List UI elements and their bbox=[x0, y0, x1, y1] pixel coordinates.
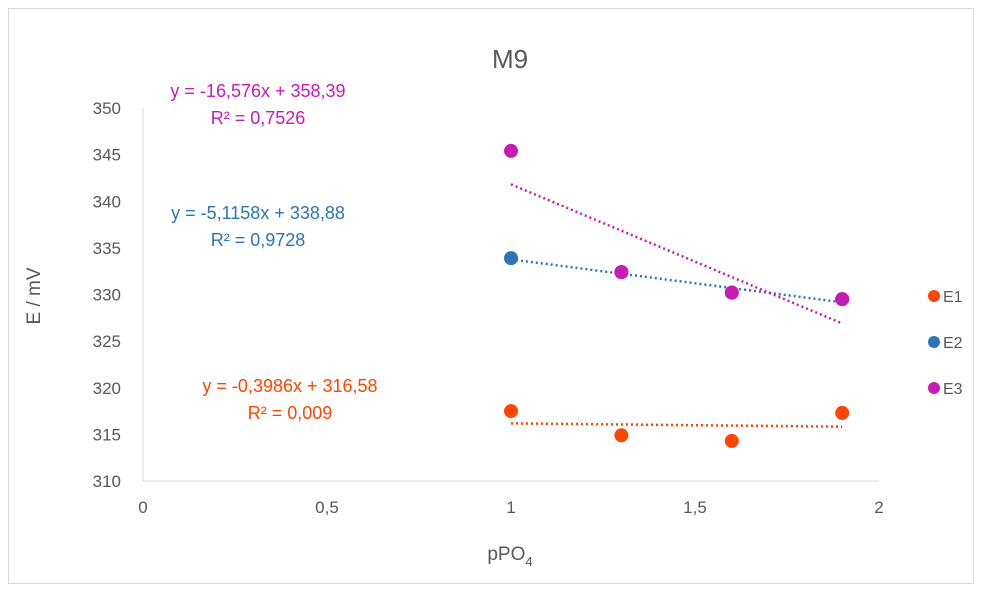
x-axis-title-subscript: 4 bbox=[525, 554, 532, 569]
trendline-e3 bbox=[510, 183, 843, 325]
y-tick-label: 340 bbox=[93, 192, 121, 211]
data-point-e3 bbox=[614, 265, 629, 280]
legend-marker-e2 bbox=[928, 336, 940, 348]
data-point-e1 bbox=[835, 405, 850, 420]
data-point-e3 bbox=[504, 143, 518, 158]
trendline-r2-e3: R² = 0,7526 bbox=[211, 108, 306, 128]
y-axis-ticks: 310 315 320 325 330 335 340 345 350 bbox=[93, 99, 121, 491]
trendline-r2-e2: R² = 0,9728 bbox=[211, 230, 306, 250]
y-tick-label: 310 bbox=[93, 472, 121, 491]
legend-label-e2: E2 bbox=[943, 335, 963, 352]
y-tick-label: 315 bbox=[93, 425, 121, 444]
x-tick-label: 2 bbox=[874, 498, 883, 517]
trendline-equation-e2: y = -5,1158x + 338,88 bbox=[171, 203, 345, 223]
trendline-r2-e1: R² = 0,009 bbox=[248, 403, 333, 423]
x-tick-label: 1 bbox=[506, 498, 515, 517]
x-tick-label: 0,5 bbox=[315, 498, 339, 517]
y-tick-label: 345 bbox=[93, 146, 121, 165]
y-tick-label: 320 bbox=[93, 379, 121, 398]
chart-title: M9 bbox=[492, 44, 528, 74]
chart-area bbox=[8, 8, 974, 584]
y-tick-label: 330 bbox=[93, 286, 121, 305]
y-tick-label: 335 bbox=[93, 239, 121, 258]
y-tick-label: 325 bbox=[93, 332, 121, 351]
data-point-e1 bbox=[614, 428, 629, 443]
x-tick-label: 0 bbox=[138, 498, 147, 517]
legend-label-e1: E1 bbox=[943, 289, 963, 306]
x-tick-label: 1,5 bbox=[683, 498, 707, 517]
data-point-e1 bbox=[724, 433, 739, 448]
x-axis-title-main: pPO bbox=[487, 544, 525, 565]
trendline-equation-e1: y = -0,3986x + 316,58 bbox=[202, 376, 377, 396]
x-axis-title: pPO4 bbox=[487, 544, 532, 569]
legend-marker-e3 bbox=[928, 382, 940, 394]
data-point-e2 bbox=[504, 251, 518, 266]
data-point-e3 bbox=[835, 292, 850, 307]
legend-marker-e1 bbox=[928, 290, 940, 302]
trendline-equations: y = -0,3986x + 316,58 R² = 0,009 y = -5,11… bbox=[170, 81, 377, 423]
y-axis-title: E / mV bbox=[24, 267, 45, 324]
data-point-e1 bbox=[504, 404, 518, 419]
trendline-e1 bbox=[510, 422, 843, 428]
legend-label-e3: E3 bbox=[943, 381, 963, 398]
trendline-equation-e3: y = -16,576x + 358,39 bbox=[170, 81, 345, 101]
x-axis-ticks: 0 0,5 1 1,5 2 bbox=[138, 498, 883, 517]
data-points bbox=[504, 143, 850, 448]
y-tick-label: 350 bbox=[93, 99, 121, 118]
data-point-e3 bbox=[724, 285, 739, 300]
trendline-e2 bbox=[510, 258, 843, 304]
trendlines bbox=[510, 183, 843, 428]
legend: E1 E2 E3 bbox=[928, 289, 963, 398]
